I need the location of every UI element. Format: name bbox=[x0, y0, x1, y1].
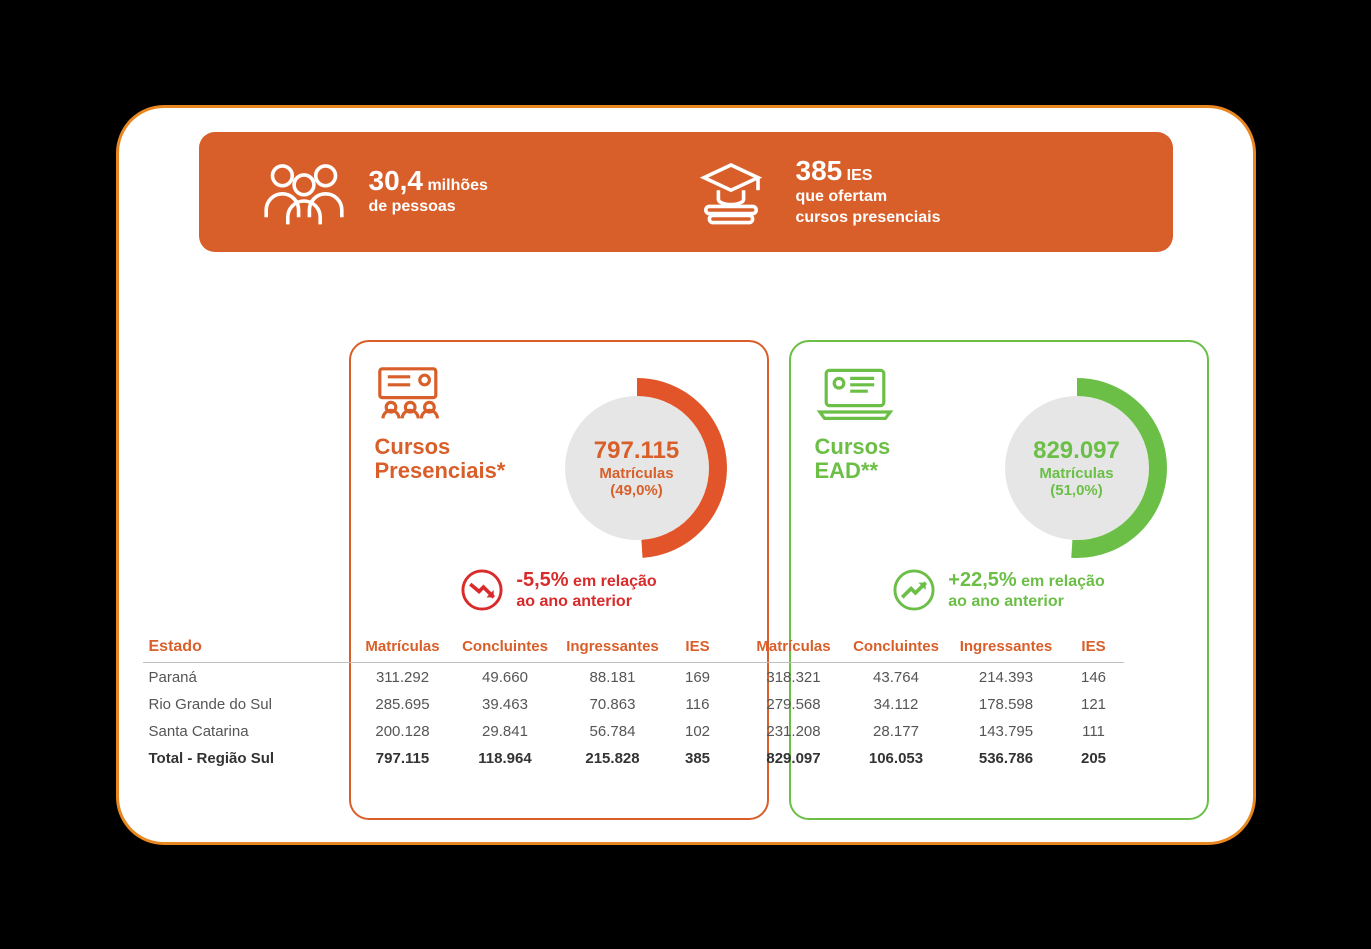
table-total-cell: 118.964 bbox=[453, 744, 558, 771]
table-cell: 231.208 bbox=[744, 717, 844, 744]
col-pres-ies: IES bbox=[668, 638, 728, 663]
table-cell: 34.112 bbox=[844, 690, 949, 717]
table-total-cell: Total - Região Sul bbox=[143, 744, 353, 771]
ead-delta: +22,5% em relação ao ano anterior bbox=[791, 568, 1207, 612]
presencial-delta-l1: em relação bbox=[573, 573, 657, 590]
col-ead-concluintes: Concluintes bbox=[844, 638, 949, 663]
presencial-delta: -5,5% em relação ao ano anterior bbox=[351, 568, 767, 612]
table-cell: 146 bbox=[1064, 663, 1124, 690]
table-cell: 214.393 bbox=[949, 663, 1064, 690]
graduation-books-icon bbox=[686, 152, 776, 232]
table-total-cell: 215.828 bbox=[558, 744, 668, 771]
table-cell: 111 bbox=[1064, 717, 1124, 744]
ead-donut-value: 829.097 bbox=[1033, 437, 1120, 465]
table-cell: 28.177 bbox=[844, 717, 949, 744]
table-cell: 279.568 bbox=[744, 690, 844, 717]
table-total-cell: 536.786 bbox=[949, 744, 1064, 771]
table-cell: 200.128 bbox=[353, 717, 453, 744]
table-cell: 121 bbox=[1064, 690, 1124, 717]
table-cell: 311.292 bbox=[353, 663, 453, 690]
ies-unit: IES bbox=[847, 167, 873, 184]
ead-donut-pct: (51,0%) bbox=[1050, 482, 1103, 499]
table-cell: 39.463 bbox=[453, 690, 558, 717]
table-cell: 318.321 bbox=[744, 663, 844, 690]
ead-delta-l1: em relação bbox=[1021, 573, 1105, 590]
presencial-delta-pct: -5,5% bbox=[516, 569, 568, 591]
col-pres-matriculas: Matrículas bbox=[353, 638, 453, 663]
table-cell: 143.795 bbox=[949, 717, 1064, 744]
presencial-donut: 797.115 Matrículas (49,0%) bbox=[547, 378, 727, 558]
ies-sub-1: que ofertam bbox=[796, 187, 941, 208]
banner-ies: 385 IES que ofertam cursos presenciais bbox=[686, 152, 1113, 232]
presencial-delta-l2: ao ano anterior bbox=[516, 593, 632, 610]
table-cell: 29.841 bbox=[453, 717, 558, 744]
table-cell: 43.764 bbox=[844, 663, 949, 690]
table-total-cell: 385 bbox=[668, 744, 728, 771]
ies-value: 385 bbox=[796, 155, 843, 186]
table-cell bbox=[728, 690, 744, 717]
trend-down-icon bbox=[460, 568, 504, 612]
col-ead-ingressantes: Ingressantes bbox=[949, 638, 1064, 663]
presencial-donut-pct: (49,0%) bbox=[610, 482, 663, 499]
banner-population: 30,4 milhões de pessoas bbox=[259, 152, 686, 232]
ead-delta-pct: +22,5% bbox=[948, 569, 1016, 591]
population-sub: de pessoas bbox=[369, 197, 488, 218]
presencial-donut-label: Matrículas bbox=[599, 465, 673, 482]
trend-up-icon bbox=[892, 568, 936, 612]
table-cell: 178.598 bbox=[949, 690, 1064, 717]
infographic-card: 30,4 milhões de pessoas 385 IES que of bbox=[116, 105, 1256, 845]
laptop-icon bbox=[815, 362, 895, 422]
table-total-cell bbox=[728, 744, 744, 771]
table-total-cell: 205 bbox=[1064, 744, 1124, 771]
table-cell: 88.181 bbox=[558, 663, 668, 690]
population-value: 30,4 bbox=[369, 165, 424, 196]
table-cell bbox=[728, 717, 744, 744]
table-cell: 49.660 bbox=[453, 663, 558, 690]
table-cell: Paraná bbox=[143, 663, 353, 690]
col-ead-matriculas: Matrículas bbox=[744, 638, 844, 663]
table-total-cell: 829.097 bbox=[744, 744, 844, 771]
table-total-cell: 797.115 bbox=[353, 744, 453, 771]
col-ead-ies: IES bbox=[1064, 638, 1124, 663]
population-unit: milhões bbox=[427, 177, 487, 194]
data-table: Estado Matrículas Concluintes Ingressant… bbox=[143, 638, 1235, 771]
col-pres-concluintes: Concluintes bbox=[453, 638, 558, 663]
table-cell: 102 bbox=[668, 717, 728, 744]
people-group-icon bbox=[259, 152, 349, 232]
table-cell: 56.784 bbox=[558, 717, 668, 744]
table-cell: Santa Catarina bbox=[143, 717, 353, 744]
col-estado: Estado bbox=[143, 638, 353, 663]
col-pres-ingressantes: Ingressantes bbox=[558, 638, 668, 663]
ies-sub-2: cursos presenciais bbox=[796, 208, 941, 229]
table-cell: 70.863 bbox=[558, 690, 668, 717]
table-cell: 116 bbox=[668, 690, 728, 717]
classroom-icon bbox=[375, 362, 455, 422]
table-cell: 169 bbox=[668, 663, 728, 690]
ead-delta-l2: ao ano anterior bbox=[948, 593, 1064, 610]
presencial-donut-value: 797.115 bbox=[594, 437, 679, 465]
summary-banner: 30,4 milhões de pessoas 385 IES que of bbox=[199, 132, 1173, 252]
table-cell: 285.695 bbox=[353, 690, 453, 717]
table-total-cell: 106.053 bbox=[844, 744, 949, 771]
ead-donut-label: Matrículas bbox=[1039, 465, 1113, 482]
table-cell bbox=[728, 663, 744, 690]
table-cell: Rio Grande do Sul bbox=[143, 690, 353, 717]
ead-donut: 829.097 Matrículas (51,0%) bbox=[987, 378, 1167, 558]
